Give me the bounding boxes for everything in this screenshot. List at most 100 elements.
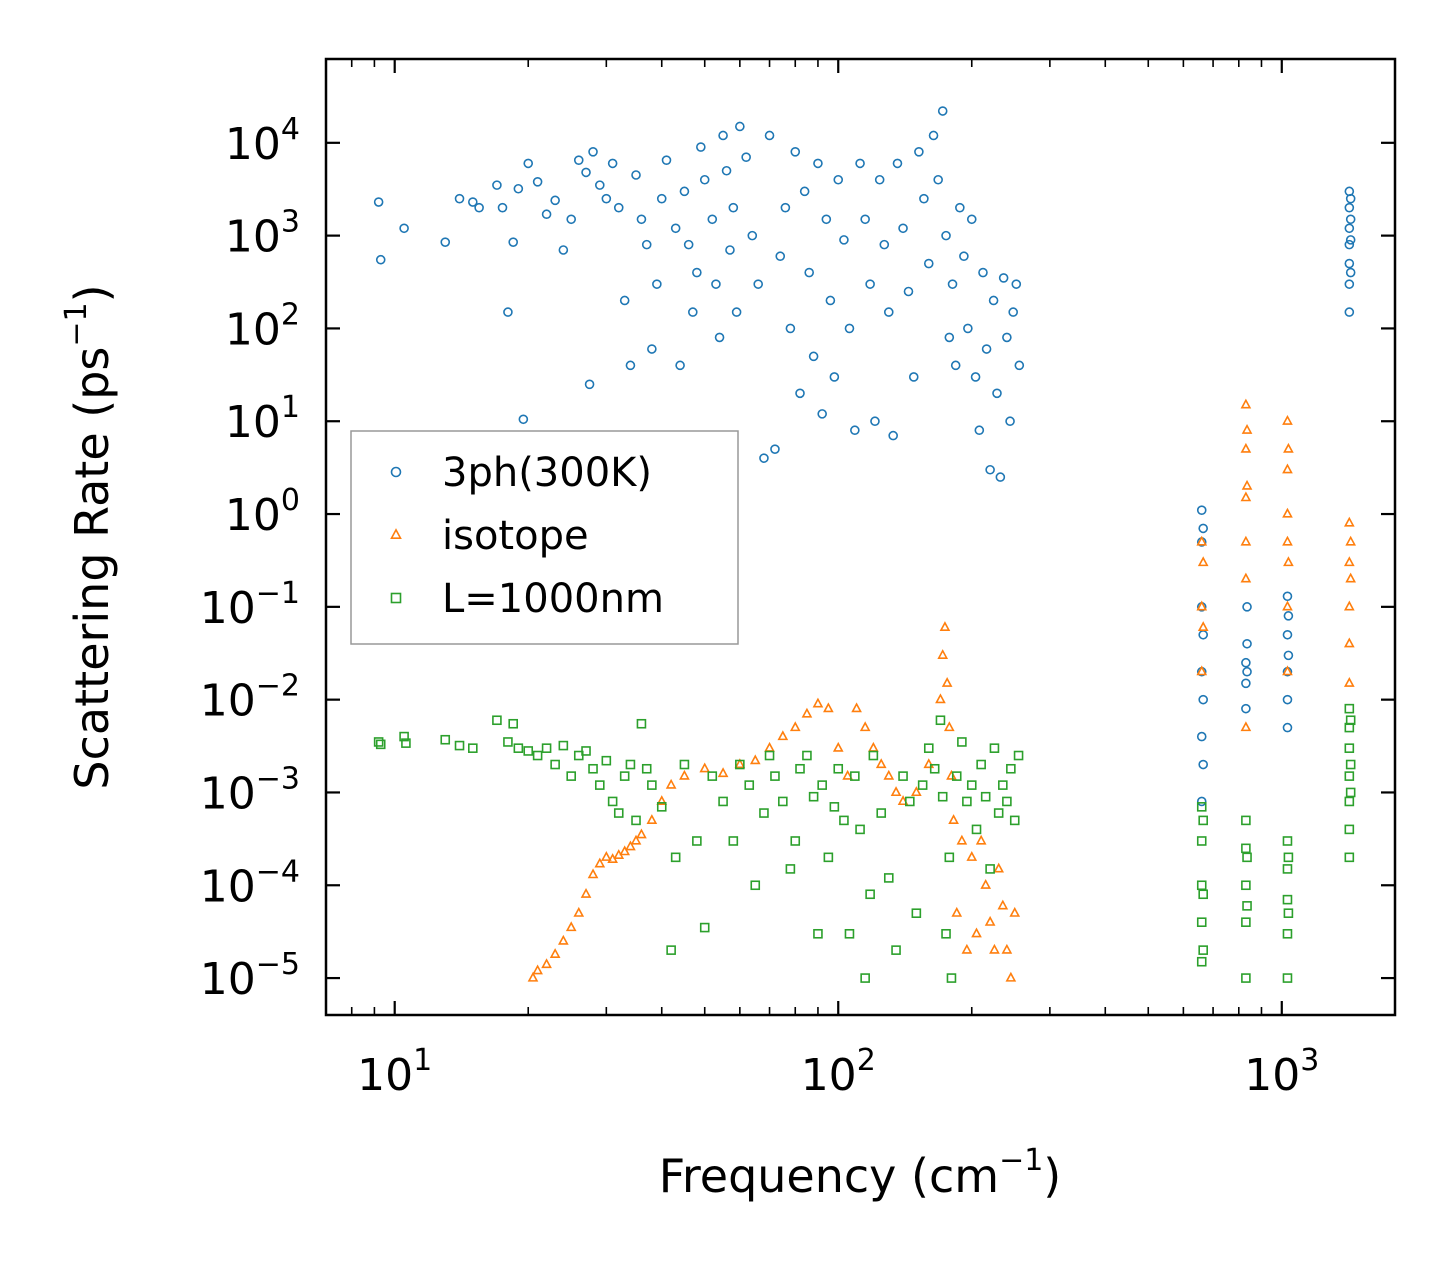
y-tick-label: 104 [225, 112, 300, 170]
data-point [764, 130, 775, 141]
data-point [1282, 463, 1293, 474]
data-point [1011, 279, 1022, 289]
data-point [717, 767, 729, 778]
data-point [656, 802, 667, 812]
data-point [919, 193, 929, 204]
data-point [1344, 223, 1355, 234]
data-point [625, 360, 636, 371]
data-point [699, 762, 711, 773]
data-point [601, 193, 612, 204]
data-point [661, 155, 672, 165]
data-point [923, 758, 935, 769]
y-tick-label: 100 [225, 483, 300, 541]
y-tick-label: 10−3 [200, 761, 300, 819]
data-point [992, 388, 1002, 399]
data-point [770, 444, 780, 454]
data-point [1283, 650, 1294, 661]
data-point [1343, 556, 1355, 567]
data-point [636, 828, 647, 839]
data-point [1282, 864, 1293, 874]
data-point [1282, 973, 1293, 983]
data-point [647, 344, 657, 354]
x-axis-label: Frequency (cm−1) [659, 1143, 1062, 1203]
data-point [549, 948, 561, 958]
data-point [1282, 591, 1293, 602]
data-point [961, 943, 973, 954]
data-point [652, 279, 662, 289]
data-point [851, 702, 862, 713]
data-point [998, 780, 1008, 790]
data-point [566, 771, 577, 781]
data-point [959, 251, 969, 262]
data-point [790, 147, 801, 157]
data-point [817, 409, 827, 419]
data-point [1196, 731, 1207, 742]
data-point [399, 223, 409, 234]
data-point [666, 945, 676, 955]
data-point [1196, 796, 1207, 807]
data-point [588, 763, 598, 774]
legend-marker-square [390, 592, 402, 604]
data-point [984, 915, 996, 926]
data-point [375, 254, 386, 265]
data-point [1343, 516, 1355, 527]
legend-marker-triangle [390, 528, 402, 539]
data-point [1005, 416, 1015, 427]
data-point [941, 230, 951, 241]
data-point [955, 202, 965, 213]
data-point [734, 758, 746, 769]
data-point [744, 780, 755, 790]
x-tick-label: 103 [1244, 1043, 1319, 1101]
data-point [631, 815, 641, 826]
data-point [891, 945, 901, 955]
data-point [988, 295, 999, 306]
data-point [721, 165, 732, 176]
data-point [975, 834, 987, 845]
data-point [696, 142, 706, 152]
data-point [876, 808, 887, 818]
data-point [741, 152, 751, 162]
data-point [1002, 332, 1012, 343]
data-point [1196, 802, 1207, 812]
data-point [974, 425, 985, 436]
data-point [607, 796, 618, 807]
data-point [699, 922, 710, 933]
data-point [770, 771, 780, 781]
data-point [842, 769, 853, 780]
data-point [1009, 815, 1020, 826]
data-point [947, 279, 958, 289]
data-point [998, 273, 1009, 283]
data-point [1240, 398, 1252, 409]
data-point [966, 214, 977, 225]
data-point [1283, 908, 1294, 918]
data-point [518, 414, 529, 425]
data-point [527, 971, 539, 982]
data-point [1344, 824, 1355, 835]
data-point [1345, 572, 1357, 583]
data-point [1241, 815, 1251, 826]
data-point [946, 973, 957, 983]
data-point [454, 193, 465, 204]
data-point [468, 197, 478, 207]
data-point [802, 750, 812, 761]
data-point [937, 649, 949, 659]
data-point [735, 759, 745, 770]
x-tick-label: 101 [357, 1043, 432, 1101]
data-point [957, 737, 967, 747]
data-point [1345, 235, 1356, 245]
data-point [492, 180, 502, 190]
data-point [1242, 852, 1252, 863]
data-point [1198, 629, 1208, 640]
data-point [850, 425, 860, 436]
data-point [735, 121, 745, 132]
data-point [1006, 763, 1016, 774]
data-point [492, 715, 502, 726]
series-2 [373, 703, 1356, 983]
data-point [683, 239, 694, 250]
data-point [750, 880, 761, 891]
legend-marker-circle [390, 466, 402, 478]
data-point [1198, 815, 1208, 826]
data-point [790, 836, 801, 846]
y-tick-label: 102 [225, 297, 300, 355]
data-point [865, 889, 875, 900]
